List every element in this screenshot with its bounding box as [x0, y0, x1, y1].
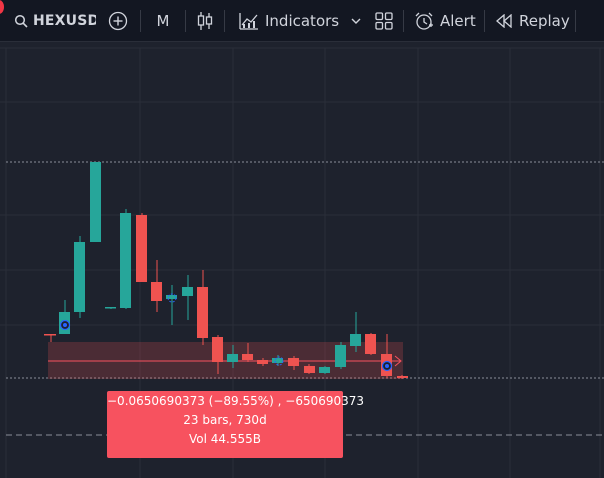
top-toolbar: HEXUSD( M Indicators Alert [0, 0, 604, 42]
indicators-icon [239, 12, 259, 30]
candle [365, 333, 376, 355]
event-marker-icon[interactable] [274, 356, 284, 366]
indicators-button[interactable]: Indicators [225, 0, 347, 42]
interval-button[interactable]: M [141, 0, 185, 42]
toolbar-divider [484, 9, 485, 32]
add-symbol-icon [108, 11, 128, 31]
measure-tooltip: −0.0650690373 (−89.55%) , −650690373 23 … [107, 391, 365, 458]
candle [397, 375, 408, 379]
notification-dot [0, 0, 4, 14]
candle [257, 358, 268, 366]
candle [350, 312, 361, 352]
toolbar-divider [140, 9, 141, 32]
candle [242, 343, 253, 362]
interval-label: M [156, 11, 170, 30]
search-icon [14, 14, 28, 28]
event-marker-icon[interactable] [381, 360, 393, 372]
indicators-dropdown[interactable] [347, 0, 365, 42]
compare-button[interactable] [96, 0, 140, 42]
measure-volume-text: Vol 44.555B [189, 432, 261, 446]
candle [166, 285, 177, 325]
alarm-clock-icon [414, 11, 434, 31]
chevron-down-icon [351, 17, 361, 25]
alert-label: Alert [440, 11, 476, 30]
toolbar-divider [403, 9, 404, 32]
candle [272, 355, 283, 366]
candle [304, 364, 315, 374]
candle [136, 213, 147, 282]
candle [335, 342, 346, 369]
candle [44, 334, 56, 342]
measure-change-text: −0.0650690373 (−89.55%) , −650690373 [107, 394, 365, 408]
candle [182, 275, 193, 320]
layouts-button[interactable] [365, 0, 403, 42]
candle [151, 260, 162, 312]
layouts-icon [375, 11, 393, 30]
alert-button[interactable]: Alert [404, 0, 484, 42]
candle [227, 345, 238, 368]
measure-arrowhead [394, 355, 402, 367]
replay-label: Replay [519, 11, 570, 30]
chart-canvas[interactable] [0, 42, 604, 478]
candle [319, 366, 330, 374]
candle [90, 162, 101, 242]
candle [120, 209, 131, 309]
candle [288, 356, 299, 370]
candle [105, 307, 116, 309]
replay-button[interactable]: Replay [485, 0, 575, 42]
replay-icon [495, 13, 513, 28]
event-marker-icon[interactable] [59, 319, 71, 331]
toolbar-divider [575, 9, 576, 32]
symbol-name: HEXUSD( [33, 12, 96, 29]
indicators-label: Indicators [265, 11, 340, 30]
candles-icon [196, 11, 214, 31]
candle [381, 334, 392, 378]
symbol-search[interactable]: HEXUSD( [0, 0, 96, 42]
measure-bars-text: 23 bars, 730d [183, 413, 267, 427]
event-marker-icon[interactable] [167, 293, 177, 303]
candle [197, 270, 208, 345]
candle [74, 236, 85, 318]
toolbar-divider [224, 9, 225, 32]
chart-type-button[interactable] [186, 0, 224, 42]
candle [212, 335, 223, 374]
toolbar-divider [185, 9, 186, 32]
